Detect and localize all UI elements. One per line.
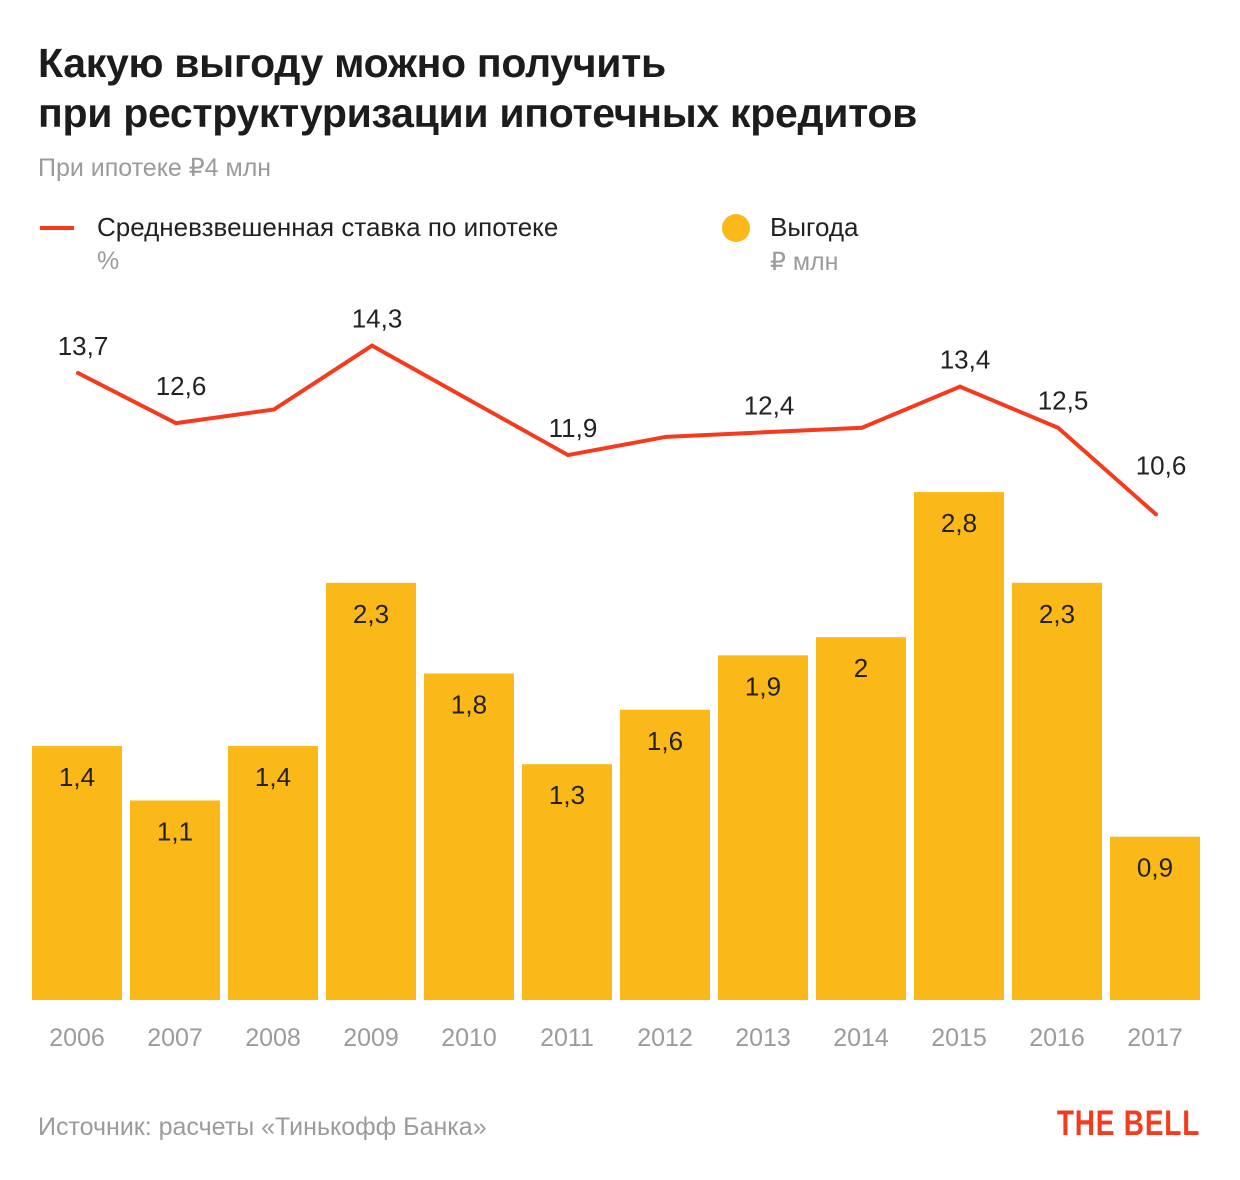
rate-label-2017: 10,6 (1136, 450, 1187, 480)
rate-point-2010 (468, 398, 472, 403)
x-tick-2006: 2006 (49, 1024, 105, 1052)
legend-bar-swatch (722, 214, 750, 242)
x-tick-2013: 2013 (735, 1024, 791, 1052)
bar-2012 (620, 709, 710, 1000)
x-tick-2011: 2011 (540, 1024, 594, 1052)
legend-bar-unit: ₽ млн (770, 248, 839, 276)
x-tick-2008: 2008 (245, 1024, 301, 1052)
bar-label-2017: 0,9 (1137, 853, 1173, 883)
legend-bar: Выгода ₽ млн (770, 212, 858, 277)
bar-2009 (326, 582, 416, 1000)
source-note: Источник: расчеты «Тинькофф Банка» (38, 1113, 487, 1141)
bar-2011 (522, 764, 612, 1000)
x-tick-2017: 2017 (1127, 1024, 1183, 1052)
rate-line (77, 343, 1158, 516)
rate-label-2011: 11,9 (549, 413, 598, 443)
rate-label-2009: 14,3 (352, 304, 403, 334)
rate-label-2016: 12,5 (1038, 386, 1089, 416)
bar-label-2010: 1,8 (451, 689, 487, 719)
rate-point-2009 (370, 343, 374, 348)
rate-point-2015 (958, 384, 962, 389)
rate-point-2016 (1056, 425, 1060, 430)
x-tick-2012: 2012 (637, 1024, 693, 1052)
x-tick-2016: 2016 (1029, 1024, 1085, 1052)
chart-title: Какую выгоду можно получить при реструкт… (38, 38, 917, 138)
legend-line: Средневзвешенная ставка по ипотеке % (97, 212, 558, 276)
bar-label-2014: 2 (854, 653, 868, 683)
legend-line-unit: % (97, 247, 120, 275)
bar-2015 (914, 492, 1004, 1000)
rate-point-2013 (762, 430, 766, 435)
x-tick-2007: 2007 (147, 1024, 203, 1052)
bar-label-2009: 2,3 (353, 599, 389, 629)
bar-2017 (1110, 836, 1200, 1000)
bar-2006 (32, 746, 122, 1000)
rate-point-2008 (272, 407, 276, 412)
bar-2008 (228, 746, 318, 1000)
rate-label-2013: 12,4 (744, 390, 795, 420)
bar-label-2015: 2,8 (941, 508, 977, 538)
bar-label-2013: 1,9 (745, 671, 781, 701)
legend-bar-label: Выгода (770, 212, 859, 242)
legend-line-swatch (40, 226, 74, 230)
bar-2014 (816, 637, 906, 1000)
rate-point-2017 (1154, 512, 1158, 517)
bar-label-2016: 2,3 (1039, 599, 1075, 629)
bar-label-2012: 1,6 (647, 726, 683, 756)
rate-point-2007 (174, 421, 178, 426)
rate-point-2006 (76, 371, 80, 375)
rate-point-2012 (664, 434, 668, 439)
rate-point-2014 (860, 425, 864, 430)
the-bell-logo: THE BELL (1056, 1104, 1200, 1143)
bar-2013 (718, 655, 808, 1000)
rate-point-2011 (566, 453, 570, 458)
bar-label-2006: 1,4 (59, 762, 95, 792)
x-tick-2009: 2009 (343, 1024, 399, 1052)
rate-label-2015: 13,4 (940, 345, 991, 375)
legend-line-label: Средневзвешенная ставка по ипотеке (97, 212, 559, 242)
rate-label-2006: 13,7 (58, 331, 109, 361)
bar-2010 (424, 673, 514, 1000)
bar-label-2007: 1,1 (157, 816, 193, 846)
x-tick-2014: 2014 (833, 1024, 889, 1052)
bar-2016 (1012, 582, 1102, 1000)
chart-subtitle: При ипотеке ₽4 млн (38, 154, 272, 182)
bar-label-2011: 1,3 (549, 780, 585, 810)
x-tick-2015: 2015 (931, 1024, 987, 1052)
bar-label-2008: 1,4 (255, 762, 291, 792)
title-line-2: при реструктуризации ипотечных кредитов (38, 90, 917, 136)
bar-2007 (130, 800, 220, 1000)
title-line-1: Какую выгоду можно получить (38, 40, 666, 86)
rate-label-2007: 12,6 (156, 371, 207, 401)
x-tick-2010: 2010 (441, 1024, 497, 1052)
